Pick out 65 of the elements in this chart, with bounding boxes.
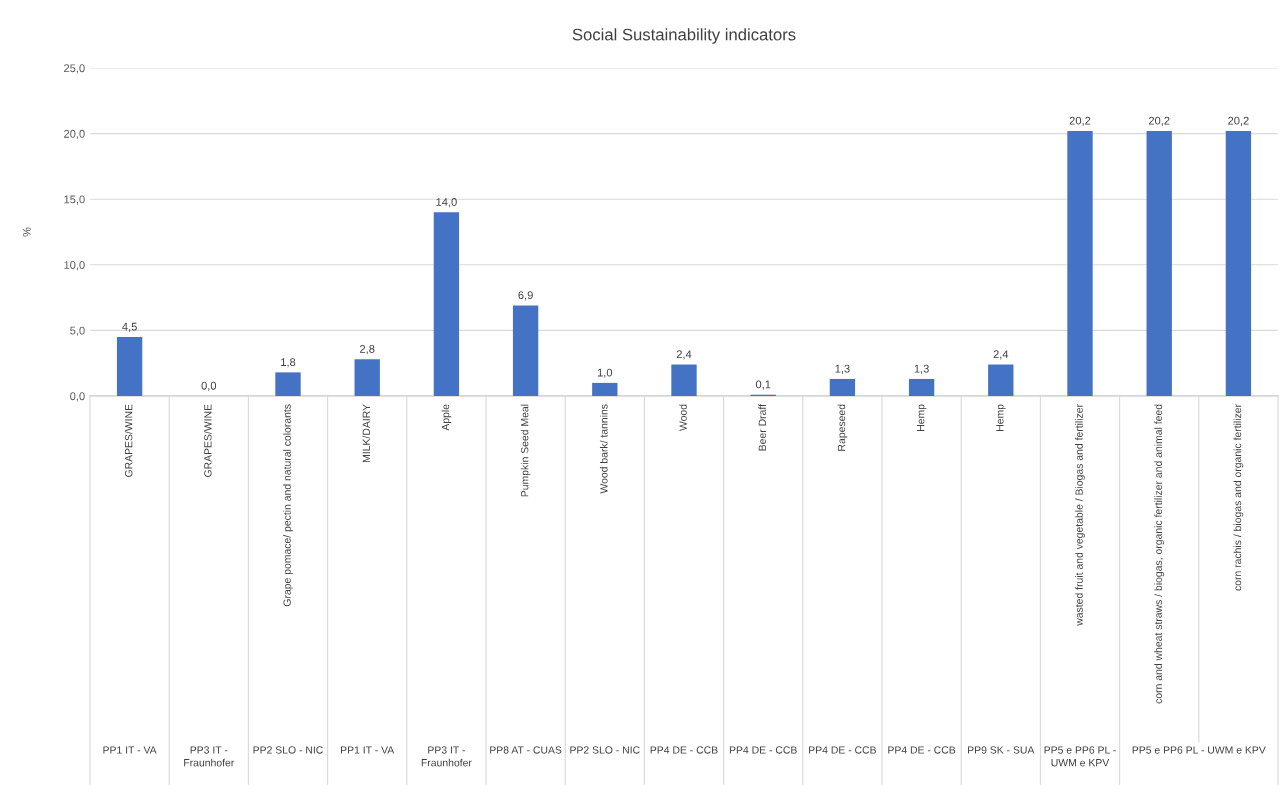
text: PP5 e PP6 PL - UWM e KPV	[1044, 746, 1116, 767]
data-label: 20,2	[1148, 116, 1170, 126]
text: PP3 IT - Fraunhofer	[184, 746, 235, 767]
y-axis-title: %	[22, 227, 31, 237]
bar	[116, 336, 143, 396]
x-tick-label: Rapeseed	[837, 404, 848, 451]
text: PP2 SLO - NIC	[570, 746, 640, 754]
data-label: 4,5	[122, 322, 137, 332]
x-tick-label: MILK/DAIRY	[362, 404, 370, 462]
text: PP2 SLO - NIC	[253, 746, 323, 754]
x-tick-label: Beer Draff	[758, 403, 766, 451]
y-tick-label: 15,0	[64, 195, 85, 205]
bar	[988, 364, 1014, 396]
x-tick-label: Wood	[679, 404, 687, 431]
text: PP5 e PP6 PL - UWM e KPV	[1132, 746, 1266, 754]
text: PP9 SK - SUA	[968, 746, 1035, 754]
text: PP4 DE - CCB	[888, 746, 956, 754]
x-tick-label: Hemp	[996, 404, 1006, 431]
x-tick-label: wasted fruit and vegetable / Biogas and fertilizer	[1075, 404, 1085, 626]
text: PP8 AT - CUAS	[490, 746, 562, 754]
y-tick-label: 5,0	[70, 326, 85, 336]
x-tick-label: corn rachis / biogas and organic fertilizer	[1233, 404, 1244, 591]
bar	[908, 378, 935, 396]
x-tick-label: corn and wheat straws / biogas, organic fertilizer and animal feed	[1154, 404, 1165, 704]
text: PP4 DE - CCB	[809, 746, 876, 754]
text: PP3 IT - Fraunhofer	[421, 746, 472, 767]
x-tick-label: Pumpkin Seed Meal	[520, 404, 531, 497]
data-label: 14,0	[436, 198, 457, 208]
x-tick-label: Wood bark/ tannins	[599, 404, 608, 494]
bar	[671, 364, 697, 396]
data-label: 0,1	[755, 380, 771, 390]
data-label: 1,3	[914, 364, 929, 374]
bar	[1146, 130, 1172, 396]
x-tick-label: GRAPES/WINE	[203, 404, 212, 477]
y-tick-label: 25,0	[64, 64, 85, 74]
bar	[829, 378, 856, 396]
text: PP1 IT - VA	[103, 746, 157, 754]
text: PP4 DE - CCB	[650, 746, 718, 754]
data-label: 20,2	[1228, 116, 1249, 126]
data-label: 1,8	[281, 358, 296, 368]
x-tick-label: Grape pomace/ pectin and natural colorants	[283, 404, 293, 607]
y-tick-label: 20,0	[64, 129, 85, 140]
data-label: 2,4	[676, 350, 692, 360]
x-tick-label: Hemp	[917, 404, 927, 431]
text: PP4 DE - CCB	[729, 746, 797, 754]
y-tick-label: 0,0	[70, 392, 85, 402]
data-label: 1,3	[835, 364, 850, 374]
bar	[512, 305, 539, 396]
data-label: 2,4	[993, 350, 1009, 360]
data-label: 2,8	[360, 345, 375, 355]
chart-title: Social Sustainability indicators	[572, 28, 796, 44]
data-label: 6,9	[518, 291, 533, 301]
data-label: 20,2	[1069, 116, 1091, 126]
bar	[433, 212, 460, 396]
data-label: 0,0	[201, 381, 217, 391]
bar	[1067, 130, 1093, 396]
x-tick-label: GRAPES/WINE	[124, 404, 133, 477]
bar	[275, 372, 301, 396]
text: PP1 IT - VA	[341, 746, 395, 754]
data-label: 1,0	[597, 368, 613, 378]
y-tick-label: 10,0	[64, 261, 85, 271]
bar	[354, 359, 380, 396]
bar	[1225, 130, 1252, 396]
bar	[592, 382, 618, 396]
x-tick-label: Apple	[441, 404, 452, 431]
